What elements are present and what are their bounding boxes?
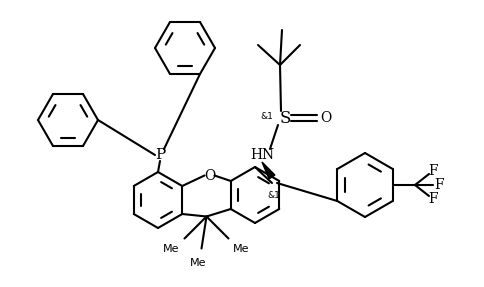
Polygon shape [261, 162, 274, 179]
Text: Me: Me [233, 245, 249, 255]
Text: F: F [427, 164, 437, 178]
Text: O: O [203, 168, 215, 183]
Text: S: S [279, 110, 290, 127]
Text: Me: Me [163, 245, 180, 255]
Text: F: F [433, 178, 443, 192]
Text: O: O [320, 111, 331, 125]
Text: &1: &1 [267, 191, 280, 199]
Text: &1: &1 [260, 112, 273, 121]
Text: F: F [427, 192, 437, 206]
Text: P: P [154, 148, 165, 162]
Text: HN: HN [249, 148, 273, 162]
Text: Me: Me [190, 259, 206, 269]
